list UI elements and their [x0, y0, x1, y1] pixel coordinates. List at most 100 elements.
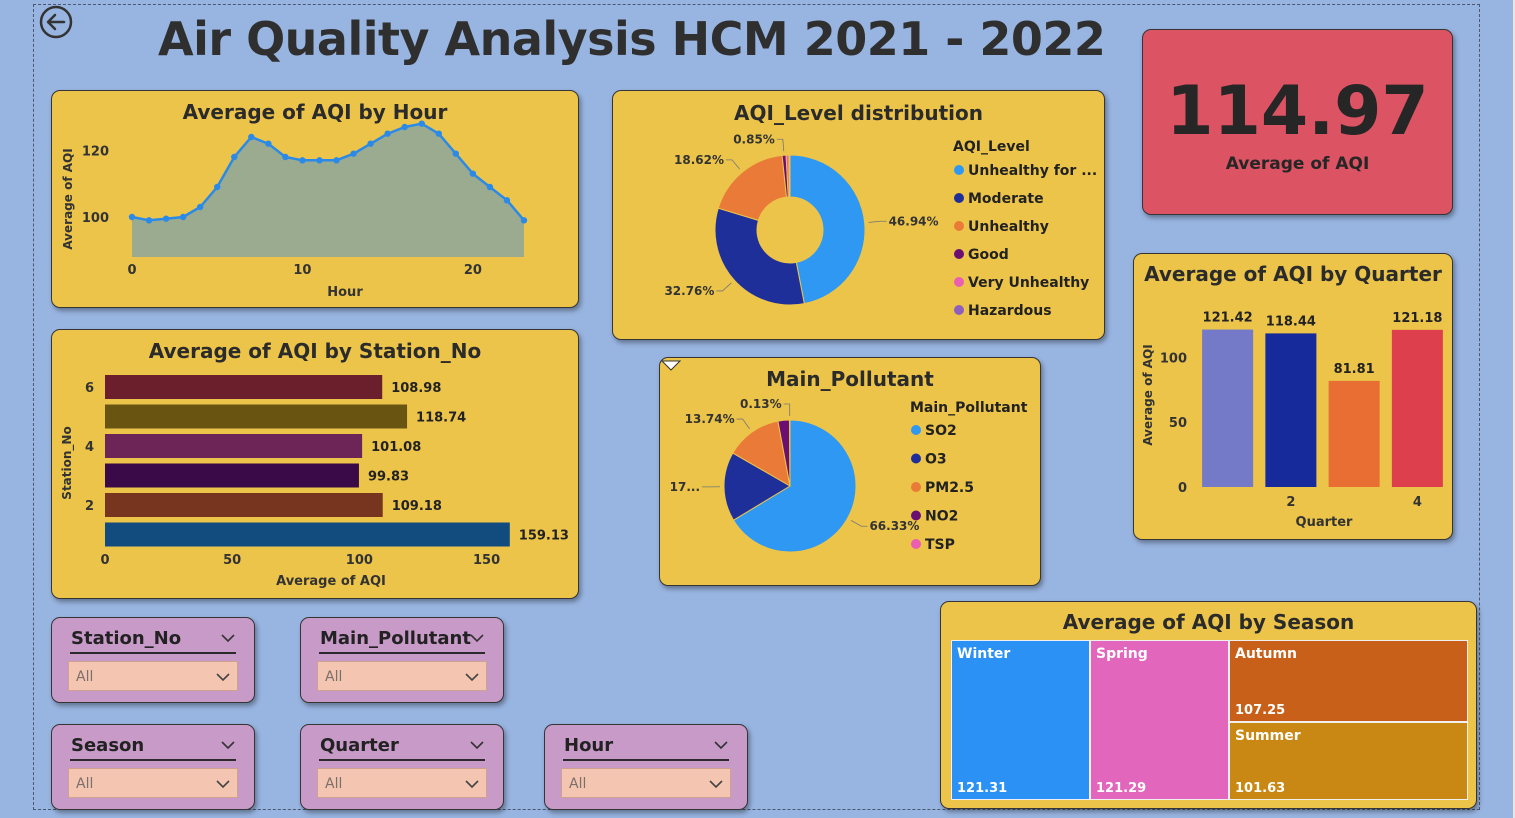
slicer-value: All — [325, 669, 343, 685]
slicer-header[interactable]: Quarter — [319, 735, 485, 761]
chevron-down-icon[interactable] — [215, 670, 231, 684]
hour-chart-card[interactable]: Average of AQI by Hour 100 120 0 10 20 Hour Av… — [51, 90, 579, 308]
back-arrow-icon[interactable] — [38, 4, 74, 40]
level-legend-label: Unhealthy — [968, 219, 1049, 235]
chevron-down-icon[interactable] — [469, 630, 485, 646]
slicer-dropdown[interactable]: All — [68, 768, 238, 798]
season-chart-title: Average of AQI by Season — [1062, 610, 1355, 634]
slicer-header[interactable]: Station_No — [70, 628, 236, 654]
chevron-down-icon[interactable] — [220, 630, 236, 646]
x-tick-label: 150 — [473, 553, 500, 568]
level-legend-label: Hazardous — [968, 303, 1052, 319]
quarter-bar-value: 121.18 — [1392, 311, 1442, 326]
y-tick-label: 100 — [1160, 351, 1187, 366]
pollutant-slicer[interactable]: Main_Pollutant All — [300, 617, 504, 703]
level-legend-marker — [954, 277, 964, 287]
level-leader-line — [868, 220, 887, 223]
treemap-cell-winter[interactable]: Winter 121.31 — [951, 640, 1090, 800]
hour-point — [316, 157, 323, 164]
slicer-header[interactable]: Hour — [563, 735, 729, 761]
slicer-dropdown[interactable]: All — [317, 661, 487, 691]
pollutant-legend-label: SO2 — [925, 423, 957, 439]
pollutant-data-label: 66.33% — [869, 519, 919, 533]
treemap-value: 107.25 — [1235, 703, 1286, 718]
slicer-dropdown[interactable]: All — [317, 768, 487, 798]
station-bar — [105, 522, 510, 547]
treemap-label: Autumn — [1235, 646, 1298, 662]
chevron-down-icon[interactable] — [464, 777, 480, 791]
hour-point — [162, 215, 170, 222]
level-leader-line — [776, 138, 785, 152]
hour-point — [145, 217, 153, 224]
level-legend-marker — [954, 165, 964, 175]
chevron-down-icon[interactable] — [708, 777, 724, 791]
chevron-down-icon[interactable] — [220, 737, 236, 753]
season-treemap: Winter 121.31 Spring 121.29 Autumn 107.2… — [951, 640, 1468, 800]
slicer-value: All — [325, 776, 343, 792]
kpi-card[interactable]: 114.97 Average of AQI — [1142, 29, 1453, 215]
treemap-cell-spring[interactable]: Spring 121.29 — [1090, 640, 1229, 800]
chevron-down-icon[interactable] — [215, 777, 231, 791]
pollutant-leader-line — [736, 418, 750, 430]
pollutant-data-label: 17... — [670, 480, 700, 494]
chevron-down-icon[interactable] — [713, 737, 729, 753]
pollutant-legend-marker — [911, 482, 921, 492]
y-tick-label: 120 — [82, 144, 109, 159]
station-bar-value: 159.13 — [519, 529, 569, 544]
level-chart-card[interactable]: AQI_Level distribution 46.94% 32.76% 18.62… — [612, 90, 1105, 340]
chevron-down-icon[interactable] — [464, 670, 480, 684]
quarter-slicer[interactable]: Quarter All — [300, 724, 504, 810]
pollutant-legend-marker — [911, 453, 921, 464]
quarter-bar — [1265, 333, 1317, 487]
x-tick-label: 2 — [1286, 495, 1295, 510]
window-edge — [1513, 0, 1515, 818]
level-slice — [717, 154, 788, 222]
station-bar-value: 118.74 — [416, 411, 466, 426]
quarter-bar — [1202, 329, 1254, 487]
station-bar-value: 99.83 — [368, 470, 409, 485]
pollutant-chart-card[interactable]: Main_Pollutant 66.33% 17... 13.74% 0.13% Mai… — [659, 357, 1041, 586]
pollutant-slice — [732, 419, 857, 553]
treemap-value: 121.29 — [1096, 781, 1147, 796]
y-tick-label: 4 — [85, 440, 94, 455]
pollutant-slice — [723, 452, 791, 521]
slicer-label: Hour — [564, 735, 614, 756]
hour-point — [333, 157, 340, 164]
slicer-dropdown[interactable]: All — [68, 661, 238, 691]
treemap-cell-autumn[interactable]: Autumn 107.25 — [1229, 640, 1468, 722]
level-legend-marker — [954, 305, 964, 315]
slicer-dropdown[interactable]: All — [561, 768, 731, 798]
slicer-label: Station_No — [71, 628, 182, 649]
y-axis-label: Average of AQI — [1141, 344, 1155, 445]
hour-point — [503, 197, 511, 204]
station-chart-card[interactable]: Average of AQI by Station_No 108.98 6 118.… — [51, 329, 579, 599]
season-chart-card[interactable]: Average of AQI by Season Winter 121.31 S… — [940, 601, 1477, 809]
y-tick-label: 50 — [1169, 416, 1187, 431]
treemap-label: Spring — [1096, 646, 1148, 662]
y-axis-label: Station_No — [60, 426, 75, 499]
treemap-cell-summer[interactable]: Summer 101.63 — [1229, 722, 1468, 800]
treemap-label: Summer — [1235, 728, 1301, 744]
y-tick-label: 2 — [85, 499, 94, 514]
hour-point — [196, 203, 204, 211]
chevron-down-icon[interactable] — [469, 737, 485, 753]
hour-point — [214, 183, 221, 191]
quarter-chart-card[interactable]: Average of AQI by Quarter 0 50 100 121.42 11… — [1133, 253, 1453, 540]
slicer-header[interactable]: Main_Pollutant — [319, 628, 485, 654]
station-slicer[interactable]: Station_No All — [51, 617, 255, 703]
hour-point — [231, 153, 238, 161]
station-bar — [105, 493, 383, 517]
x-tick-label: 20 — [464, 263, 482, 278]
station-bar-value: 109.18 — [392, 499, 442, 514]
hour-point — [486, 183, 494, 191]
season-slicer[interactable]: Season All — [51, 724, 255, 810]
hour-slicer[interactable]: Hour All — [544, 724, 748, 810]
quarter-bar-value: 121.42 — [1203, 311, 1253, 326]
y-tick-label: 100 — [82, 211, 109, 226]
hour-point — [282, 153, 289, 161]
x-tick-label: 0 — [127, 263, 136, 278]
station-chart-title: Average of AQI by Station_No — [148, 339, 482, 363]
legend-scroll-down-icon[interactable] — [660, 358, 682, 372]
slicer-header[interactable]: Season — [70, 735, 236, 761]
hour-area-chart: 100 120 0 10 20 Hour Average of AQI — [61, 120, 528, 300]
